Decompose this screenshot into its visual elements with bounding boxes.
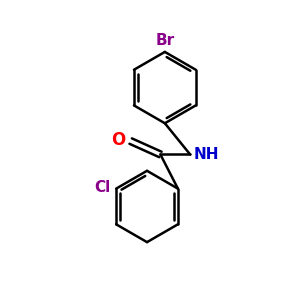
- Text: NH: NH: [194, 147, 219, 162]
- Text: Cl: Cl: [94, 180, 111, 195]
- Text: Br: Br: [155, 33, 174, 48]
- Text: O: O: [111, 130, 125, 148]
